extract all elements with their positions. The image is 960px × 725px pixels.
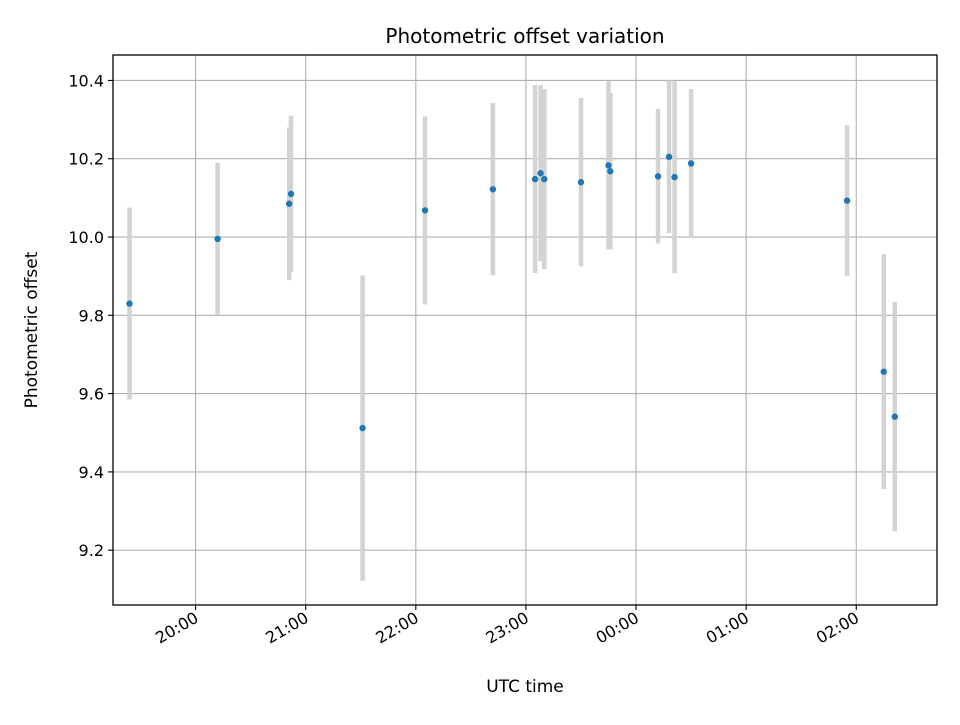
data-point: [654, 173, 662, 180]
y-tick-label: 9.4: [79, 463, 104, 482]
data-point: [605, 162, 612, 169]
data-point: [577, 179, 585, 186]
data-point: [687, 160, 695, 167]
chart-title: Photometric offset variation: [385, 24, 664, 48]
data-point: [421, 207, 429, 214]
y-tick-label: 9.8: [79, 306, 104, 325]
data-point: [843, 197, 851, 204]
data-point: [880, 368, 887, 375]
data-point: [285, 200, 293, 207]
grid-layer: [113, 55, 937, 605]
y-tick-label: 10.2: [68, 150, 104, 169]
data-point: [531, 175, 539, 183]
data-point: [537, 170, 544, 177]
data-point: [214, 235, 221, 243]
y-tick-label: 9.6: [79, 385, 104, 404]
y-tick-label: 9.2: [79, 541, 104, 560]
data-point: [126, 300, 133, 307]
y-tick-label: 10.0: [68, 228, 104, 247]
y-tick-label: 10.4: [68, 71, 104, 90]
data-point: [665, 153, 673, 160]
x-axis-label: UTC time: [486, 677, 564, 697]
y-axis-label: Photometric offset: [22, 251, 42, 408]
point-layer: [126, 153, 898, 432]
data-point: [891, 413, 898, 420]
data-point: [607, 168, 614, 175]
data-point: [489, 186, 497, 193]
data-point: [359, 424, 366, 432]
data-point: [287, 190, 295, 198]
plot-frame: [112, 54, 938, 606]
data-point: [541, 175, 548, 183]
data-point: [671, 173, 678, 181]
